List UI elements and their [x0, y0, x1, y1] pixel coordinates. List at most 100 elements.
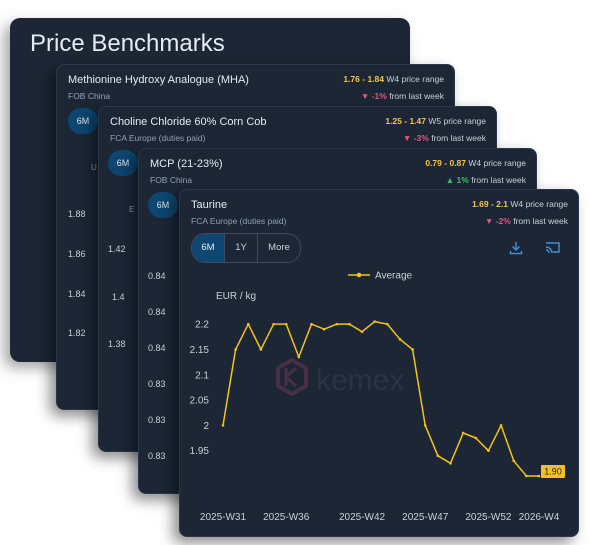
legend-marker — [356, 272, 362, 278]
series-line-average — [222, 320, 539, 477]
y-tick-label: 1.82 — [68, 328, 86, 338]
last-value-badge — [541, 465, 565, 478]
weekly-change: ▲ 1% from last week — [446, 175, 526, 185]
tab-6m[interactable]: 6M — [148, 192, 178, 218]
data-point — [537, 474, 541, 478]
x-tick-label: 2025-W36 — [263, 512, 310, 523]
y-tick-label: 0.83 — [148, 451, 166, 461]
tab-6m[interactable]: 6M — [108, 150, 138, 176]
range-low: 1.25 — [385, 116, 402, 126]
y-tick-label: 2.1 — [195, 370, 209, 381]
change-percent: -2% — [495, 216, 511, 226]
data-point — [348, 322, 351, 326]
price-chart: kemex Average EUR / kg 1.95 2 2.05 2.1 2.15 2.2… — [190, 271, 565, 523]
data-point — [487, 449, 490, 452]
data-point — [423, 424, 427, 427]
kemex-watermark: kemex — [276, 357, 404, 397]
change-percent: 1% — [456, 175, 469, 185]
y-tick-label: 0.83 — [148, 415, 166, 425]
down-arrow-icon: ▼ — [402, 133, 412, 143]
data-point — [398, 338, 402, 341]
data-point — [272, 322, 275, 326]
price-range: 0.79 - 0.87 W4 price range — [425, 158, 526, 168]
range-high: 1.84 — [367, 74, 384, 84]
data-point — [234, 348, 237, 351]
change-percent: -1% — [371, 91, 387, 101]
data-point — [360, 330, 364, 334]
y-tick-label: 1.38 — [108, 339, 126, 349]
x-tick-label: 2026-W4 — [519, 512, 560, 523]
change-suffix: from last week — [471, 175, 526, 185]
y-tick-label: 1.4 — [112, 292, 125, 302]
down-arrow-icon: ▼ — [360, 91, 370, 101]
price-range: 1.69 - 2.1 W4 price range — [472, 199, 568, 209]
y-tick-label: 1.86 — [68, 249, 86, 259]
y-tick-label: 1.42 — [108, 244, 126, 254]
data-point — [499, 424, 503, 427]
data-point — [525, 474, 528, 478]
x-tick-label: 2025-W42 — [339, 512, 386, 523]
x-tick-label: 2025-W31 — [200, 512, 247, 523]
y-tick-label: 0.84 — [148, 271, 166, 281]
y-tick-label: 0.84 — [148, 343, 166, 353]
weekly-change: ▼ -3% from last week — [403, 133, 486, 143]
range-suffix: W5 price range — [428, 116, 486, 126]
x-tick-label: 2025-W52 — [465, 512, 512, 523]
data-point — [512, 459, 516, 463]
data-point — [322, 327, 326, 331]
change-percent: -3% — [413, 133, 429, 143]
last-value-label: 1.90 — [544, 467, 562, 477]
y-tick-label: 2.05 — [190, 396, 210, 407]
kemex-logo-icon — [276, 357, 308, 397]
y-axis-label: EUR / kg — [216, 291, 256, 302]
range-suffix: W4 price range — [468, 158, 526, 168]
chart-peek-fragment: U — [91, 163, 97, 172]
tab-more[interactable]: More — [268, 242, 290, 253]
x-tick-label: 2025-W47 — [402, 512, 449, 523]
tab-6m[interactable]: 6M — [68, 108, 98, 134]
tab-1y[interactable]: 1Y — [225, 234, 258, 262]
range-suffix: W4 price range — [510, 199, 568, 209]
data-point — [373, 320, 376, 323]
card-title: MCP (21-23%) — [150, 158, 223, 170]
data-point — [221, 424, 225, 427]
card-title: Methionine Hydroxy Analogue (MHA) — [68, 74, 249, 86]
data-point — [461, 431, 465, 435]
weekly-change: ▼ -2% from last week — [485, 216, 568, 226]
change-suffix: from last week — [513, 216, 568, 226]
range-low: 1.69 — [472, 199, 489, 209]
chart-peek-fragment: E — [129, 205, 135, 214]
legend-label: Average — [375, 271, 413, 282]
data-point — [246, 322, 250, 326]
card-title: Choline Chloride 60% Corn Cob — [110, 116, 267, 128]
range-low: 0.79 — [425, 158, 442, 168]
y-tick-label: 0.83 — [148, 379, 166, 389]
card-location: FOB China — [150, 175, 193, 185]
data-point — [386, 322, 389, 326]
data-point — [449, 462, 452, 465]
y-tick-label: 2 — [203, 421, 209, 432]
y-tick-label: 2.15 — [190, 345, 210, 356]
cast-icon[interactable] — [545, 241, 560, 255]
data-point — [297, 355, 301, 359]
down-arrow-icon: ▼ — [484, 216, 494, 226]
card-location: FCA Europe (duties paid) — [191, 216, 287, 226]
card-location: FCA Europe (duties paid) — [110, 133, 206, 143]
range-tabs: 6M 1Y More — [191, 233, 301, 263]
download-icon[interactable] — [509, 241, 523, 255]
up-arrow-icon: ▲ — [445, 175, 455, 185]
change-suffix: from last week — [431, 133, 486, 143]
data-point — [335, 322, 339, 326]
weekly-change: ▼ -1% from last week — [361, 91, 444, 101]
benchmark-card-taurine[interactable]: kemex Average EUR / kg 1.95 2 2.05 2.1 2.15 2.2… — [179, 189, 579, 537]
page-title: Price Benchmarks — [30, 30, 225, 57]
y-tick-label: 1.84 — [68, 289, 86, 299]
card-title: Taurine — [191, 199, 228, 211]
card-location: FOB China — [68, 91, 111, 101]
range-low: 1.76 — [343, 74, 360, 84]
tab-6m[interactable]: 6M — [192, 234, 225, 262]
change-suffix: from last week — [389, 91, 444, 101]
watermark-text: kemex — [316, 364, 404, 397]
data-point — [411, 348, 414, 351]
y-tick-label: 2.2 — [195, 320, 209, 331]
